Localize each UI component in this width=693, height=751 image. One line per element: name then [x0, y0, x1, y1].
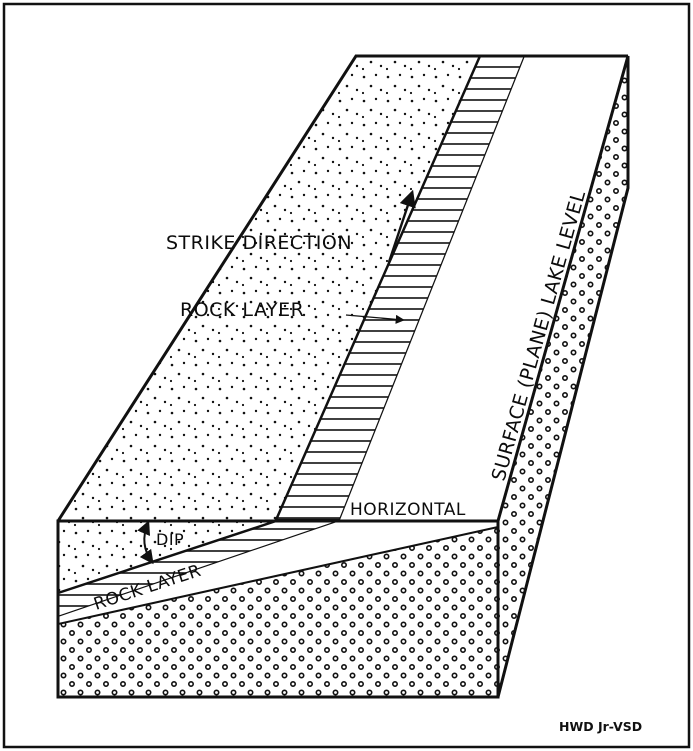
side-gravel-bed [498, 56, 628, 697]
dip-label: DIP [156, 530, 184, 549]
side-face-outline [496, 55, 630, 698]
top-surface [56, 54, 628, 522]
strike-direction-label: STRIKE DIRECTION [166, 232, 352, 254]
dip-angle-arc [137, 520, 154, 565]
strike-direction-arrow [387, 189, 416, 263]
side-face [496, 55, 630, 698]
rock-layer-top-label: ROCK LAYER [180, 299, 304, 321]
horizontal-label: HORIZONTAL [350, 500, 466, 520]
artist-credit: HWD Jr-VSD [559, 719, 643, 734]
top-surface-outline [56, 54, 628, 522]
rock-layer-pointer [345, 314, 405, 324]
front-face [56, 519, 500, 699]
lake-level-plane [340, 56, 628, 520]
front-lake-water [58, 521, 498, 624]
